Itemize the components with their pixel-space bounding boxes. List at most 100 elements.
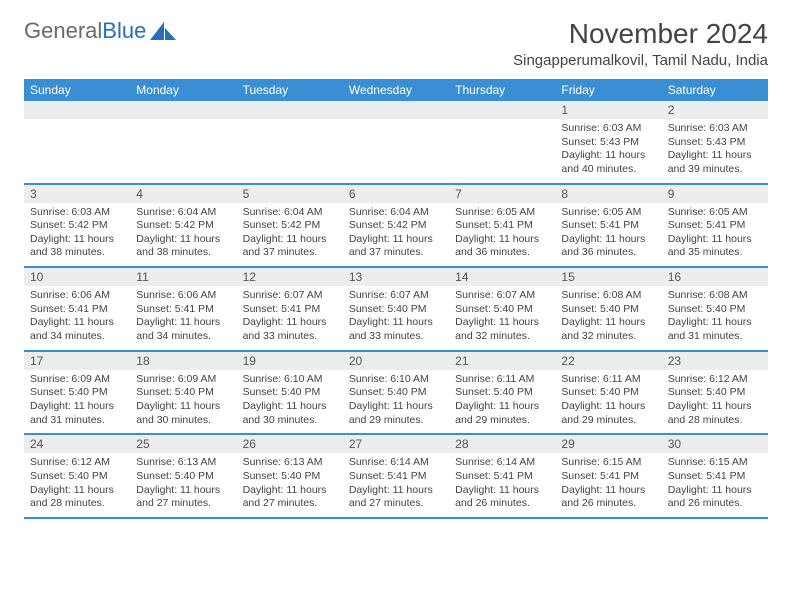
daylight-text: Daylight: 11 hours and 39 minutes. bbox=[668, 149, 762, 176]
sunrise-text: Sunrise: 6:04 AM bbox=[243, 206, 337, 220]
daylight-text: Daylight: 11 hours and 34 minutes. bbox=[30, 316, 124, 343]
sunrise-text: Sunrise: 6:03 AM bbox=[30, 206, 124, 220]
day-number: 3 bbox=[24, 185, 130, 203]
weekday-monday: Monday bbox=[130, 79, 236, 101]
day-number: 22 bbox=[555, 352, 661, 370]
sunrise-text: Sunrise: 6:03 AM bbox=[561, 122, 655, 136]
day-cell: 27Sunrise: 6:14 AMSunset: 5:41 PMDayligh… bbox=[343, 435, 449, 517]
sun-info: Sunrise: 6:15 AMSunset: 5:41 PMDaylight:… bbox=[555, 453, 661, 517]
sunset-text: Sunset: 5:41 PM bbox=[561, 219, 655, 233]
logo-sail-icon bbox=[150, 22, 176, 40]
day-number: 24 bbox=[24, 435, 130, 453]
sunrise-text: Sunrise: 6:14 AM bbox=[349, 456, 443, 470]
day-number: 5 bbox=[237, 185, 343, 203]
logo: GeneralBlue bbox=[24, 18, 176, 44]
day-number bbox=[343, 101, 449, 119]
sun-info: Sunrise: 6:09 AMSunset: 5:40 PMDaylight:… bbox=[130, 370, 236, 434]
day-cell: 23Sunrise: 6:12 AMSunset: 5:40 PMDayligh… bbox=[662, 352, 768, 434]
sunset-text: Sunset: 5:40 PM bbox=[561, 386, 655, 400]
day-number: 12 bbox=[237, 268, 343, 286]
day-cell: 11Sunrise: 6:06 AMSunset: 5:41 PMDayligh… bbox=[130, 268, 236, 350]
sun-info: Sunrise: 6:05 AMSunset: 5:41 PMDaylight:… bbox=[555, 203, 661, 267]
sun-info: Sunrise: 6:04 AMSunset: 5:42 PMDaylight:… bbox=[343, 203, 449, 267]
sunrise-text: Sunrise: 6:15 AM bbox=[561, 456, 655, 470]
day-number: 29 bbox=[555, 435, 661, 453]
sunset-text: Sunset: 5:42 PM bbox=[136, 219, 230, 233]
day-number: 2 bbox=[662, 101, 768, 119]
sunset-text: Sunset: 5:40 PM bbox=[136, 470, 230, 484]
sunset-text: Sunset: 5:40 PM bbox=[349, 386, 443, 400]
sun-info: Sunrise: 6:10 AMSunset: 5:40 PMDaylight:… bbox=[343, 370, 449, 434]
sunrise-text: Sunrise: 6:04 AM bbox=[349, 206, 443, 220]
sunrise-text: Sunrise: 6:08 AM bbox=[561, 289, 655, 303]
sunrise-text: Sunrise: 6:05 AM bbox=[561, 206, 655, 220]
day-number: 21 bbox=[449, 352, 555, 370]
sun-info: Sunrise: 6:14 AMSunset: 5:41 PMDaylight:… bbox=[343, 453, 449, 517]
sun-info: Sunrise: 6:12 AMSunset: 5:40 PMDaylight:… bbox=[662, 370, 768, 434]
sunrise-text: Sunrise: 6:07 AM bbox=[243, 289, 337, 303]
weekday-thursday: Thursday bbox=[449, 79, 555, 101]
day-cell: 15Sunrise: 6:08 AMSunset: 5:40 PMDayligh… bbox=[555, 268, 661, 350]
sunrise-text: Sunrise: 6:03 AM bbox=[668, 122, 762, 136]
day-number: 28 bbox=[449, 435, 555, 453]
day-cell: 16Sunrise: 6:08 AMSunset: 5:40 PMDayligh… bbox=[662, 268, 768, 350]
weekday-row: Sunday Monday Tuesday Wednesday Thursday… bbox=[24, 79, 768, 101]
day-number: 23 bbox=[662, 352, 768, 370]
day-cell: 12 Sunrise: 6:07 AMSunset: 5:41 PMDayligh… bbox=[237, 268, 343, 350]
month-title: November 2024 bbox=[513, 18, 768, 50]
day-number: 7 bbox=[449, 185, 555, 203]
sunset-text: Sunset: 5:40 PM bbox=[136, 386, 230, 400]
day-cell: 9Sunrise: 6:05 AMSunset: 5:41 PMDaylight… bbox=[662, 185, 768, 267]
sunset-text: Sunset: 5:40 PM bbox=[243, 470, 337, 484]
sunset-text: Sunset: 5:41 PM bbox=[668, 470, 762, 484]
daylight-text: Daylight: 11 hours and 28 minutes. bbox=[30, 484, 124, 511]
sunset-text: Sunset: 5:40 PM bbox=[349, 303, 443, 317]
week-row: 3Sunrise: 6:03 AMSunset: 5:42 PMDaylight… bbox=[24, 185, 768, 269]
sunrise-text: Sunrise: 6:10 AM bbox=[349, 373, 443, 387]
sunrise-text: Sunrise: 6:15 AM bbox=[668, 456, 762, 470]
sunrise-text: Sunrise: 6:12 AM bbox=[30, 456, 124, 470]
sun-info: Sunrise: 6:08 AMSunset: 5:40 PMDaylight:… bbox=[555, 286, 661, 350]
sunset-text: Sunset: 5:41 PM bbox=[561, 470, 655, 484]
day-cell: 14Sunrise: 6:07 AMSunset: 5:40 PMDayligh… bbox=[449, 268, 555, 350]
daylight-text: Daylight: 11 hours and 26 minutes. bbox=[668, 484, 762, 511]
daylight-text: Daylight: 11 hours and 27 minutes. bbox=[243, 484, 337, 511]
day-number bbox=[449, 101, 555, 119]
sunrise-text: Sunrise: 6:05 AM bbox=[455, 206, 549, 220]
day-number: 27 bbox=[343, 435, 449, 453]
daylight-text: Daylight: 11 hours and 29 minutes. bbox=[349, 400, 443, 427]
week-row: 17Sunrise: 6:09 AMSunset: 5:40 PMDayligh… bbox=[24, 352, 768, 436]
sunrise-text: Sunrise: 6:04 AM bbox=[136, 206, 230, 220]
daylight-text: Daylight: 11 hours and 36 minutes. bbox=[561, 233, 655, 260]
sunrise-text: Sunrise: 6:11 AM bbox=[455, 373, 549, 387]
daylight-text: Daylight: 11 hours and 38 minutes. bbox=[136, 233, 230, 260]
daylight-text: Daylight: 11 hours and 33 minutes. bbox=[349, 316, 443, 343]
day-number: 6 bbox=[343, 185, 449, 203]
sunset-text: Sunset: 5:41 PM bbox=[668, 219, 762, 233]
location: Singapperumalkovil, Tamil Nadu, India bbox=[513, 52, 768, 69]
sunrise-text: Sunrise: 6:11 AM bbox=[561, 373, 655, 387]
sunset-text: Sunset: 5:41 PM bbox=[30, 303, 124, 317]
day-number: 8 bbox=[555, 185, 661, 203]
sun-info: Sunrise: 6:07 AMSunset: 5:40 PMDaylight:… bbox=[449, 286, 555, 350]
daylight-text: Daylight: 11 hours and 33 minutes. bbox=[243, 316, 337, 343]
sunrise-text: Sunrise: 6:10 AM bbox=[243, 373, 337, 387]
day-number: 25 bbox=[130, 435, 236, 453]
day-cell: 1Sunrise: 6:03 AMSunset: 5:43 PMDaylight… bbox=[555, 101, 661, 183]
day-cell: 18Sunrise: 6:09 AMSunset: 5:40 PMDayligh… bbox=[130, 352, 236, 434]
day-cell: 22Sunrise: 6:11 AMSunset: 5:40 PMDayligh… bbox=[555, 352, 661, 434]
sun-info: Sunrise: 6:06 AMSunset: 5:41 PMDaylight:… bbox=[130, 286, 236, 350]
sun-info: Sunrise: 6:04 AMSunset: 5:42 PMDaylight:… bbox=[130, 203, 236, 267]
daylight-text: Daylight: 11 hours and 31 minutes. bbox=[668, 316, 762, 343]
day-number: 19 bbox=[237, 352, 343, 370]
sunrise-text: Sunrise: 6:12 AM bbox=[668, 373, 762, 387]
sunset-text: Sunset: 5:41 PM bbox=[243, 303, 337, 317]
weekday-friday: Friday bbox=[555, 79, 661, 101]
daylight-text: Daylight: 11 hours and 32 minutes. bbox=[561, 316, 655, 343]
sunset-text: Sunset: 5:41 PM bbox=[455, 219, 549, 233]
day-cell: 5Sunrise: 6:04 AMSunset: 5:42 PMDaylight… bbox=[237, 185, 343, 267]
sun-info: Sunrise: 6:03 AMSunset: 5:43 PMDaylight:… bbox=[662, 119, 768, 183]
sunrise-text: Sunrise: 6:06 AM bbox=[30, 289, 124, 303]
sun-info: Sunrise: 6:10 AMSunset: 5:40 PMDaylight:… bbox=[237, 370, 343, 434]
daylight-text: Daylight: 11 hours and 34 minutes. bbox=[136, 316, 230, 343]
